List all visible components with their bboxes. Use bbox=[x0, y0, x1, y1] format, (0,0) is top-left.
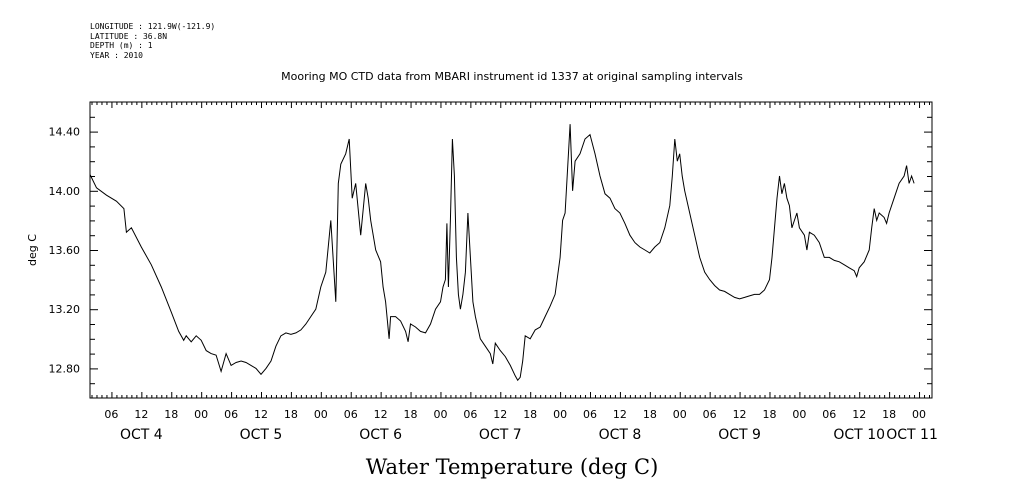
x-hour-label: 12 bbox=[134, 408, 148, 421]
x-hour-label: 00 bbox=[194, 408, 208, 421]
year-label: YEAR : 2010 bbox=[90, 50, 143, 60]
metadata-block: LONGITUDE : 121.9W(-121.9) LATITUDE : 36… bbox=[90, 22, 215, 60]
x-day-label: OCT 9 bbox=[718, 427, 761, 443]
x-hour-label: 12 bbox=[733, 408, 747, 421]
plot-frame bbox=[89, 101, 933, 399]
x-hour-label: 06 bbox=[703, 408, 717, 421]
y-axis-label: deg C bbox=[26, 234, 39, 266]
y-tick-label: 13.20 bbox=[49, 303, 81, 316]
x-hour-label: 12 bbox=[374, 408, 388, 421]
x-day-label: OCT 6 bbox=[359, 427, 402, 443]
y-tick-label: 14.00 bbox=[49, 185, 81, 198]
x-day-label: OCT 7 bbox=[479, 427, 522, 443]
chart-title: Water Temperature (deg C) bbox=[366, 455, 659, 479]
x-hour-label: 06 bbox=[463, 408, 477, 421]
x-hour-label: 06 bbox=[224, 408, 238, 421]
x-day-label: OCT 8 bbox=[599, 427, 642, 443]
x-hour-label: 18 bbox=[164, 408, 178, 421]
x-hour-label: 12 bbox=[852, 408, 866, 421]
x-day-label: OCT 11 bbox=[886, 427, 938, 443]
x-hour-label: 18 bbox=[404, 408, 418, 421]
y-tick-label: 14.40 bbox=[49, 126, 81, 139]
x-hour-label: 12 bbox=[254, 408, 268, 421]
x-day-label: OCT 5 bbox=[240, 427, 283, 443]
x-hour-label: 00 bbox=[553, 408, 567, 421]
y-tick-label: 12.80 bbox=[49, 362, 81, 375]
x-hour-label: 06 bbox=[583, 408, 597, 421]
x-axis-ticks bbox=[91, 102, 931, 398]
x-hour-label: 18 bbox=[762, 408, 776, 421]
x-hour-label: 12 bbox=[493, 408, 507, 421]
x-hour-label: 00 bbox=[673, 408, 687, 421]
x-hour-label: 00 bbox=[792, 408, 806, 421]
latitude-label: LATITUDE : 36.8N bbox=[90, 31, 168, 41]
y-tick-label: 13.60 bbox=[49, 244, 81, 257]
x-hour-label: 18 bbox=[882, 408, 896, 421]
x-hour-label: 00 bbox=[912, 408, 926, 421]
y-axis-tick-labels: 12.80 13.20 13.60 14.00 14.40 bbox=[49, 126, 81, 376]
x-hour-label: 12 bbox=[613, 408, 627, 421]
chart-subtitle: Mooring MO CTD data from MBARI instrumen… bbox=[281, 70, 743, 83]
x-day-label: OCT 10 bbox=[833, 427, 885, 443]
x-hour-label: 00 bbox=[433, 408, 447, 421]
y-axis-ticks bbox=[90, 116, 932, 385]
x-hour-label: 18 bbox=[523, 408, 537, 421]
depth-label: DEPTH (m) : 1 bbox=[90, 41, 153, 50]
x-hour-label: 00 bbox=[314, 408, 328, 421]
x-axis-day-labels: OCT 4 OCT 5 OCT 6 OCT 7 OCT 8 OCT 9 OCT 10 OCT … bbox=[120, 427, 938, 443]
x-day-label: OCT 4 bbox=[120, 427, 163, 443]
x-hour-label: 06 bbox=[104, 408, 118, 421]
temperature-series-line bbox=[89, 124, 915, 382]
x-hour-label: 06 bbox=[344, 408, 358, 421]
x-hour-label: 18 bbox=[284, 408, 298, 421]
longitude-label: LONGITUDE : 121.9W(-121.9) bbox=[90, 22, 216, 31]
x-hour-label: 06 bbox=[822, 408, 836, 421]
x-hour-label: 18 bbox=[643, 408, 657, 421]
x-axis-hour-labels: 06 12 18 00 06 12 18 00 06 12 18 00 06 12 18 00 06 12 18 00… bbox=[104, 408, 926, 421]
